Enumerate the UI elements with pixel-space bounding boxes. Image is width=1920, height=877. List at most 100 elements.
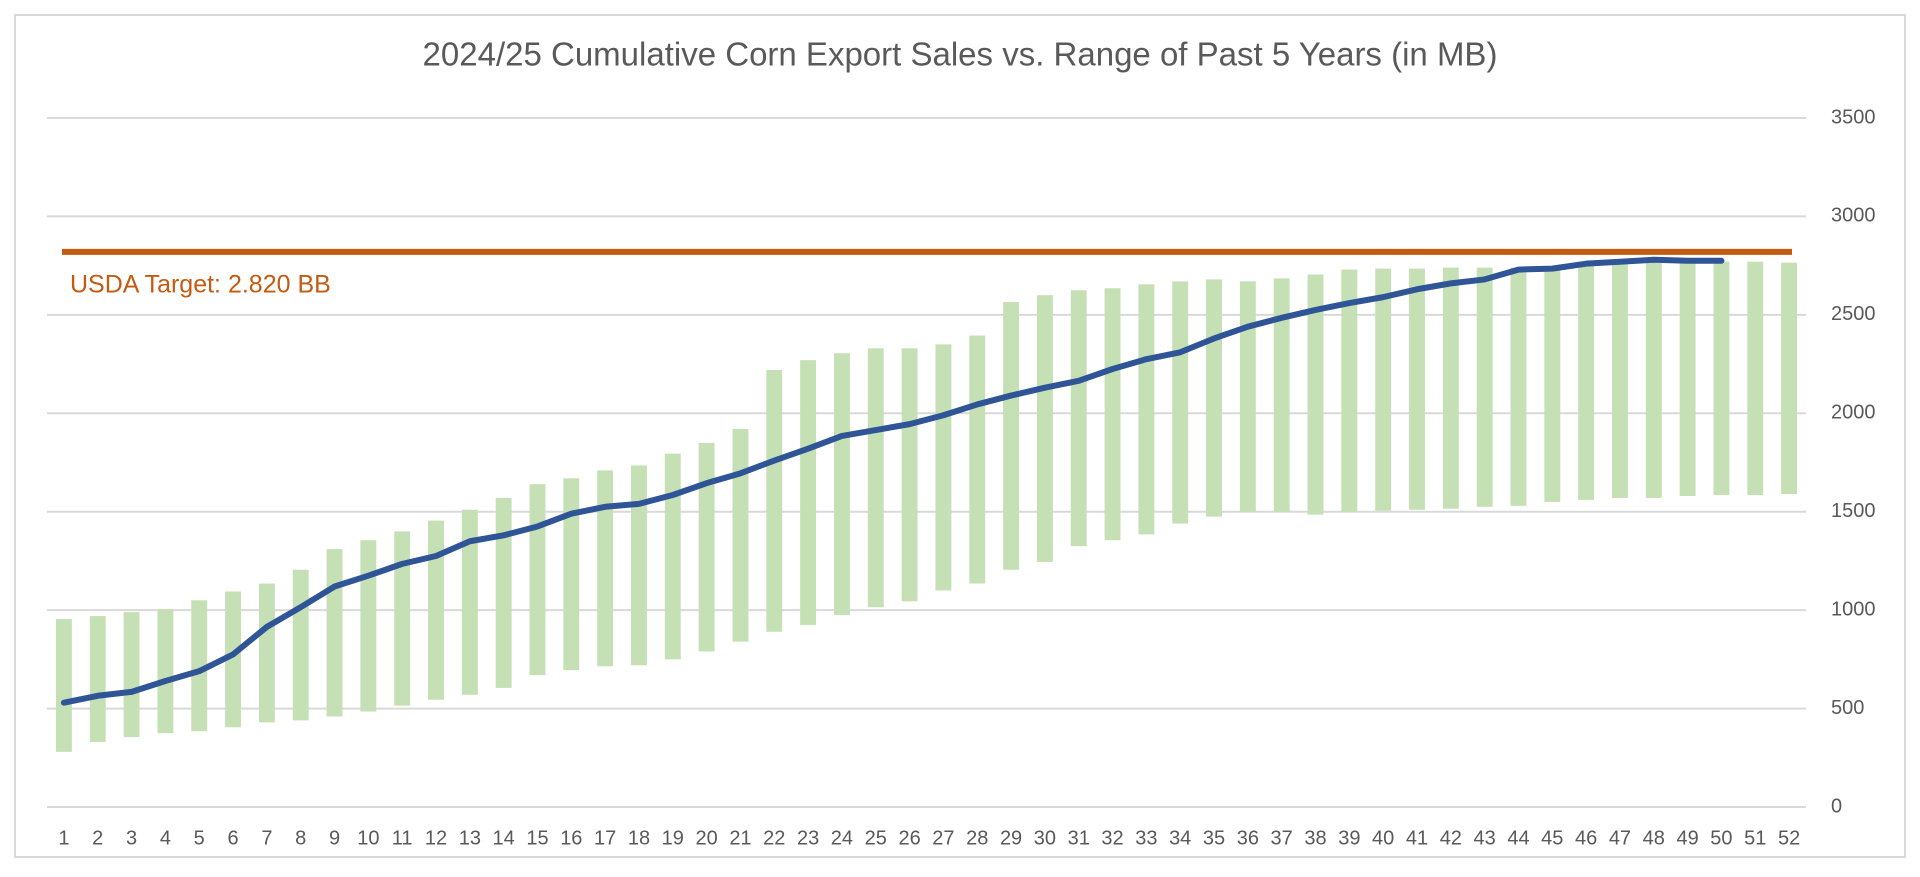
range-bar <box>1206 279 1222 517</box>
x-tick-label: 40 <box>1372 827 1394 849</box>
range-bar <box>833 353 850 616</box>
x-tick-label: 47 <box>1609 827 1631 849</box>
x-tick-label: 3 <box>126 827 137 849</box>
y-tick-label: 1000 <box>1831 598 1876 620</box>
x-tick-label: 4 <box>160 827 171 849</box>
x-tick-label: 32 <box>1101 827 1123 849</box>
range-bar <box>157 609 174 734</box>
range-bar <box>901 348 918 602</box>
x-tick-label: 51 <box>1744 827 1766 849</box>
range-bar <box>123 612 140 738</box>
range-bar <box>1781 262 1798 494</box>
range-bar <box>1713 261 1730 495</box>
range-bar <box>1307 274 1324 515</box>
x-tick-label: 34 <box>1169 827 1191 849</box>
y-tick-label: 2500 <box>1831 303 1876 325</box>
chart-title: 2024/25 Cumulative Corn Export Sales vs.… <box>423 36 1498 73</box>
range-bar <box>461 509 478 695</box>
x-tick-label: 8 <box>295 827 306 849</box>
x-tick-label: 28 <box>966 827 988 849</box>
x-tick-label: 19 <box>662 827 684 849</box>
y-tick-label: 0 <box>1831 795 1842 817</box>
x-tick-label: 49 <box>1676 827 1698 849</box>
range-bar <box>258 583 275 723</box>
x-tick-label: 43 <box>1474 827 1496 849</box>
range-bar <box>664 453 681 660</box>
x-tick-label: 16 <box>560 827 582 849</box>
range-bar <box>1003 302 1020 570</box>
range-bar <box>1172 281 1189 524</box>
x-tick-label: 11 <box>392 827 413 849</box>
range-bar <box>191 600 208 732</box>
range-bar <box>1036 295 1053 562</box>
x-tick-label: 7 <box>261 827 272 849</box>
target-label: USDA Target: 2.820 BB <box>70 270 331 298</box>
x-tick-label: 48 <box>1643 827 1665 849</box>
x-tick-label: 42 <box>1440 827 1462 849</box>
range-bar <box>1341 269 1358 512</box>
x-tick-label: 18 <box>628 827 650 849</box>
range-bar <box>631 465 647 666</box>
range-bar <box>563 478 580 671</box>
x-tick-label: 6 <box>227 827 238 849</box>
x-tick-label: 10 <box>357 827 379 849</box>
x-tick-label: 9 <box>329 827 340 849</box>
range-bar <box>867 348 884 608</box>
y-tick-label: 3500 <box>1831 106 1876 128</box>
x-tick-label: 45 <box>1541 827 1563 849</box>
x-tick-label: 39 <box>1338 827 1360 849</box>
x-tick-label: 30 <box>1034 827 1056 849</box>
range-bar <box>55 619 72 752</box>
range-bar <box>732 429 749 642</box>
range-bar <box>935 344 952 591</box>
range-bar <box>1239 281 1256 512</box>
range-bar <box>1442 267 1459 509</box>
x-tick-label: 36 <box>1237 827 1259 849</box>
sales-line <box>60 256 1725 706</box>
x-tick-label: 24 <box>831 827 853 849</box>
x-tick-label: 38 <box>1304 827 1326 849</box>
x-tick-label: 27 <box>932 827 954 849</box>
x-tick-label: 5 <box>194 827 205 849</box>
x-tick-label: 20 <box>696 827 718 849</box>
range-bar <box>529 484 546 676</box>
range-bar <box>428 520 444 700</box>
x-tick-label: 41 <box>1406 827 1428 849</box>
y-tick-label: 500 <box>1831 697 1864 719</box>
range-bar <box>1645 262 1662 498</box>
range-bar <box>597 470 614 667</box>
x-tick-label: 31 <box>1068 827 1090 849</box>
range-bar <box>1578 263 1595 500</box>
x-tick-label: 22 <box>763 827 785 849</box>
x-tick-label: 52 <box>1778 827 1800 849</box>
range-bar <box>766 369 783 632</box>
x-tick-label: 23 <box>797 827 819 849</box>
range-bar <box>495 497 512 688</box>
x-tick-label: 29 <box>1000 827 1022 849</box>
range-bar <box>1375 268 1392 511</box>
range-bar <box>326 549 343 717</box>
x-tick-label: 21 <box>729 827 751 849</box>
y-tick-label: 2000 <box>1831 402 1876 424</box>
x-tick-label: 1 <box>58 827 69 849</box>
range-bar <box>1273 278 1290 512</box>
x-tick-label: 17 <box>594 827 616 849</box>
range-bar <box>292 569 309 721</box>
range-bar <box>225 591 241 728</box>
x-tick-label: 44 <box>1507 827 1529 849</box>
range-bar <box>698 442 715 652</box>
x-tick-label: 50 <box>1710 827 1732 849</box>
range-bar <box>89 616 106 743</box>
range-bar <box>1747 261 1764 495</box>
x-tick-label: 25 <box>865 827 887 849</box>
range-bar <box>394 531 411 706</box>
range-bar <box>1070 290 1087 547</box>
x-tick-label: 15 <box>526 827 548 849</box>
y-tick-label: 3000 <box>1831 205 1876 227</box>
x-tick-label: 2 <box>92 827 103 849</box>
y-tick-label: 1500 <box>1831 500 1876 522</box>
range-bar <box>1476 267 1493 507</box>
x-tick-label: 13 <box>459 827 481 849</box>
x-tick-label: 46 <box>1575 827 1597 849</box>
